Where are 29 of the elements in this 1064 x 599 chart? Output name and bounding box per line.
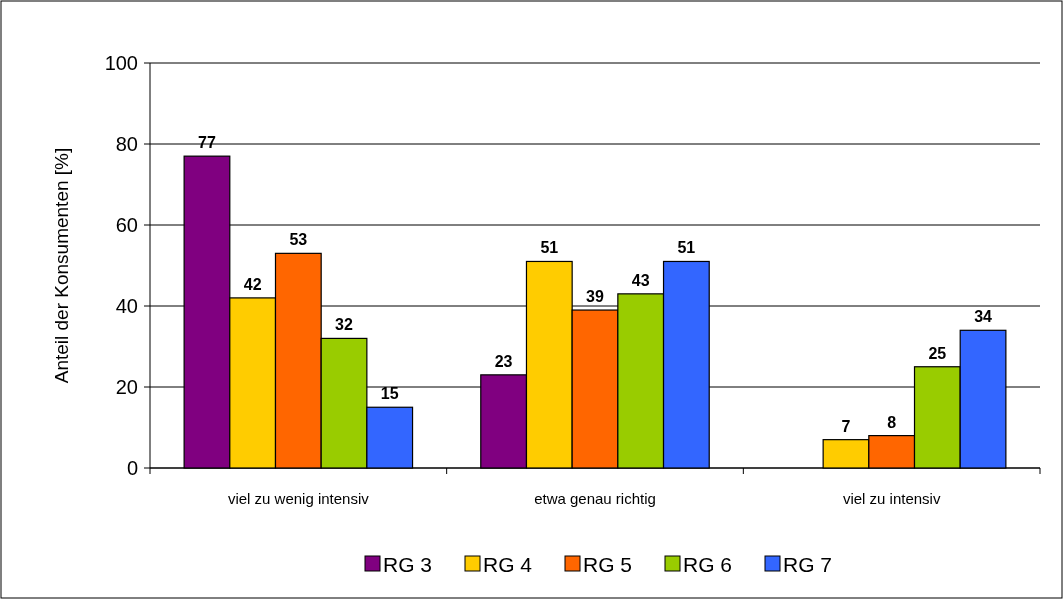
y-tick-label: 60 xyxy=(115,214,138,236)
data-label: 32 xyxy=(335,316,354,334)
legend-label: RG 6 xyxy=(683,553,733,577)
data-label: 42 xyxy=(243,275,262,293)
data-label: 51 xyxy=(677,239,696,257)
data-label: 23 xyxy=(494,352,513,370)
legend-label: RG 5 xyxy=(583,553,633,577)
data-label: 39 xyxy=(586,288,604,306)
x-tick-label: viel zu intensiv xyxy=(842,490,941,507)
data-label: 15 xyxy=(380,385,399,403)
legend-label: RG 3 xyxy=(383,553,433,577)
data-label: 8 xyxy=(887,413,897,431)
legend-label: RG 4 xyxy=(483,553,533,577)
data-label: 7 xyxy=(841,417,851,435)
x-tick-label: etwa genau richtig xyxy=(534,490,656,507)
data-label: 43 xyxy=(631,271,650,289)
data-label: 25 xyxy=(928,344,947,362)
y-tick-label: 40 xyxy=(115,295,138,317)
y-axis-title: Anteil der Konsumenten [%] xyxy=(51,147,72,384)
data-label: 77 xyxy=(198,134,216,152)
data-label: 51 xyxy=(540,239,559,257)
y-tick-label: 80 xyxy=(115,133,138,155)
data-label: 34 xyxy=(974,308,993,326)
y-tick-label: 20 xyxy=(115,376,138,398)
legend-label: RG 7 xyxy=(783,553,833,577)
data-label: 53 xyxy=(289,231,308,249)
y-tick-label: 100 xyxy=(104,52,138,74)
y-tick-label: 0 xyxy=(126,457,138,479)
x-tick-label: viel zu wenig intensiv xyxy=(227,490,370,507)
